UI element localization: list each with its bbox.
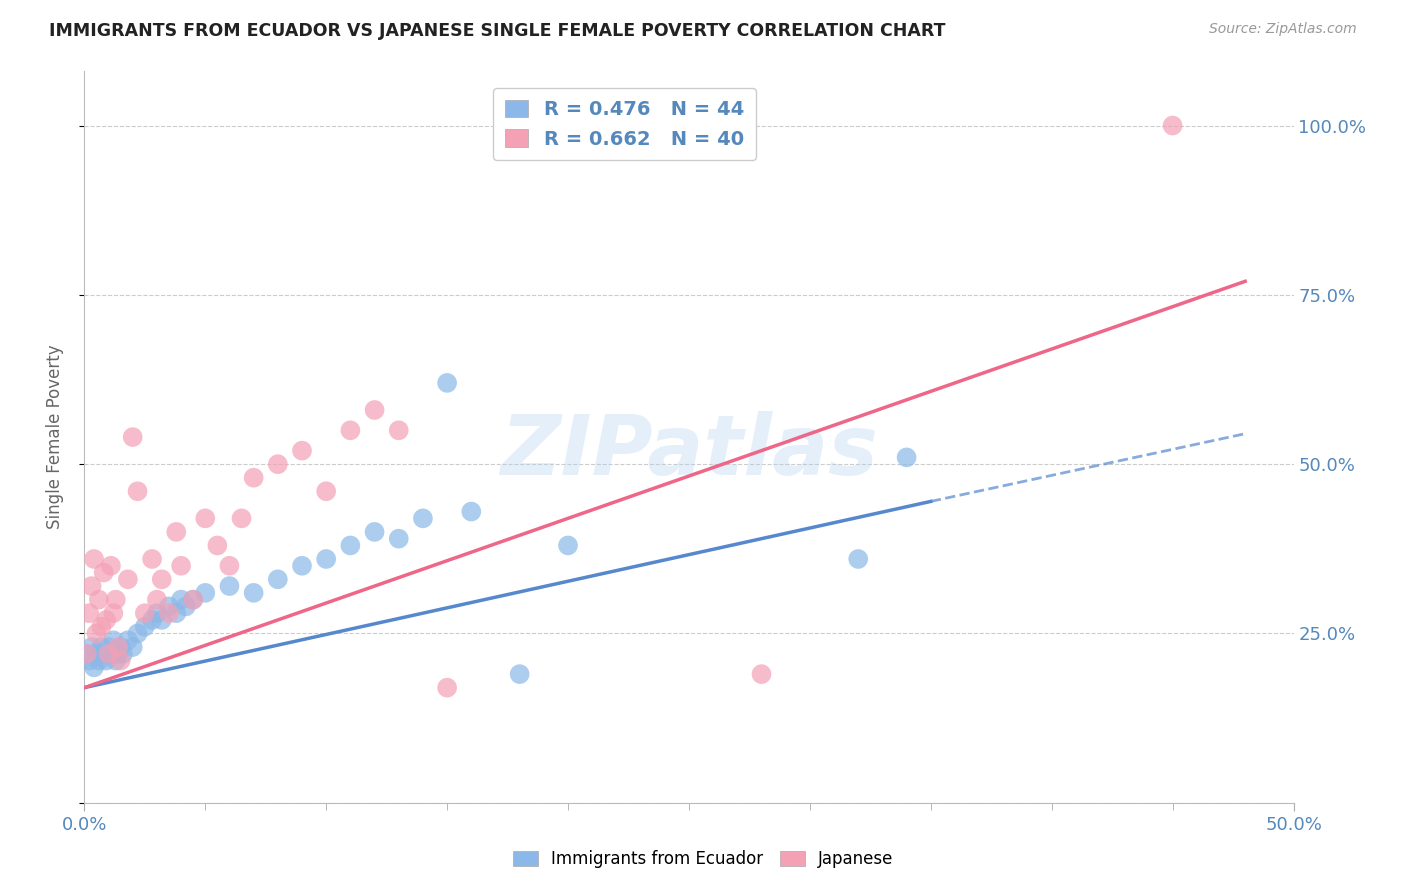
Point [231, 511, 253, 525]
Point [242, 586, 264, 600]
Point [121, 640, 143, 654]
Point [412, 511, 434, 525]
Point [388, 423, 411, 437]
Point [117, 572, 139, 586]
Point [1161, 119, 1184, 133]
Point [107, 640, 129, 654]
Point [436, 376, 458, 390]
Point [76, 647, 98, 661]
Point [460, 505, 482, 519]
Point [100, 558, 122, 573]
Legend: Immigrants from Ecuador, Japanese: Immigrants from Ecuador, Japanese [506, 844, 900, 875]
Text: IMMIGRANTS FROM ECUADOR VS JAPANESE SINGLE FEMALE POVERTY CORRELATION CHART: IMMIGRANTS FROM ECUADOR VS JAPANESE SING… [49, 22, 946, 40]
Point [267, 572, 290, 586]
Point [896, 450, 918, 465]
Point [97, 647, 120, 661]
Point [110, 640, 132, 654]
Point [509, 667, 531, 681]
Point [104, 592, 127, 607]
Point [339, 423, 361, 437]
Point [157, 599, 180, 614]
Point [751, 667, 773, 681]
Point [242, 471, 264, 485]
Point [157, 606, 180, 620]
Point [77, 654, 100, 668]
Point [90, 620, 112, 634]
Point [94, 654, 117, 668]
Point [165, 524, 187, 539]
Point [436, 681, 458, 695]
Point [90, 640, 112, 654]
Point [110, 654, 132, 668]
Point [557, 538, 579, 552]
Point [363, 524, 385, 539]
Point [77, 606, 100, 620]
Point [170, 558, 193, 573]
Point [165, 606, 187, 620]
Point [117, 633, 139, 648]
Point [134, 606, 156, 620]
Point [76, 647, 98, 661]
Point [112, 647, 135, 661]
Point [218, 579, 240, 593]
Point [86, 647, 108, 661]
Point [97, 640, 120, 654]
Point [121, 430, 143, 444]
Point [846, 552, 869, 566]
Point [291, 558, 314, 573]
Point [100, 647, 122, 661]
Point [194, 586, 217, 600]
Legend: R = 0.476   N = 44, R = 0.662   N = 40: R = 0.476 N = 44, R = 0.662 N = 40 [494, 88, 755, 161]
Point [107, 647, 129, 661]
Point [388, 532, 411, 546]
Point [83, 552, 105, 566]
Point [87, 592, 110, 607]
Text: Source: ZipAtlas.com: Source: ZipAtlas.com [1209, 22, 1357, 37]
Point [94, 613, 117, 627]
Point [181, 592, 204, 607]
Point [104, 654, 127, 668]
Point [194, 511, 217, 525]
Point [134, 620, 156, 634]
Point [103, 606, 125, 620]
Point [170, 592, 193, 607]
Point [93, 647, 115, 661]
Point [146, 606, 169, 620]
Point [181, 592, 204, 607]
Point [103, 633, 125, 648]
Point [141, 552, 163, 566]
Point [218, 558, 240, 573]
Point [267, 457, 290, 471]
Point [363, 403, 385, 417]
Point [291, 443, 314, 458]
Point [146, 592, 169, 607]
Point [174, 599, 197, 614]
Point [83, 660, 105, 674]
Point [87, 654, 110, 668]
Point [93, 566, 115, 580]
Point [141, 613, 163, 627]
Point [150, 572, 173, 586]
Point [315, 484, 337, 499]
Point [150, 613, 173, 627]
Point [339, 538, 361, 552]
Point [80, 640, 103, 654]
Point [80, 579, 103, 593]
Y-axis label: Single Female Poverty: Single Female Poverty [45, 345, 63, 529]
Point [127, 626, 149, 640]
Point [86, 626, 108, 640]
Point [127, 484, 149, 499]
Text: ZIPatlas: ZIPatlas [501, 411, 877, 492]
Point [315, 552, 337, 566]
Point [207, 538, 229, 552]
